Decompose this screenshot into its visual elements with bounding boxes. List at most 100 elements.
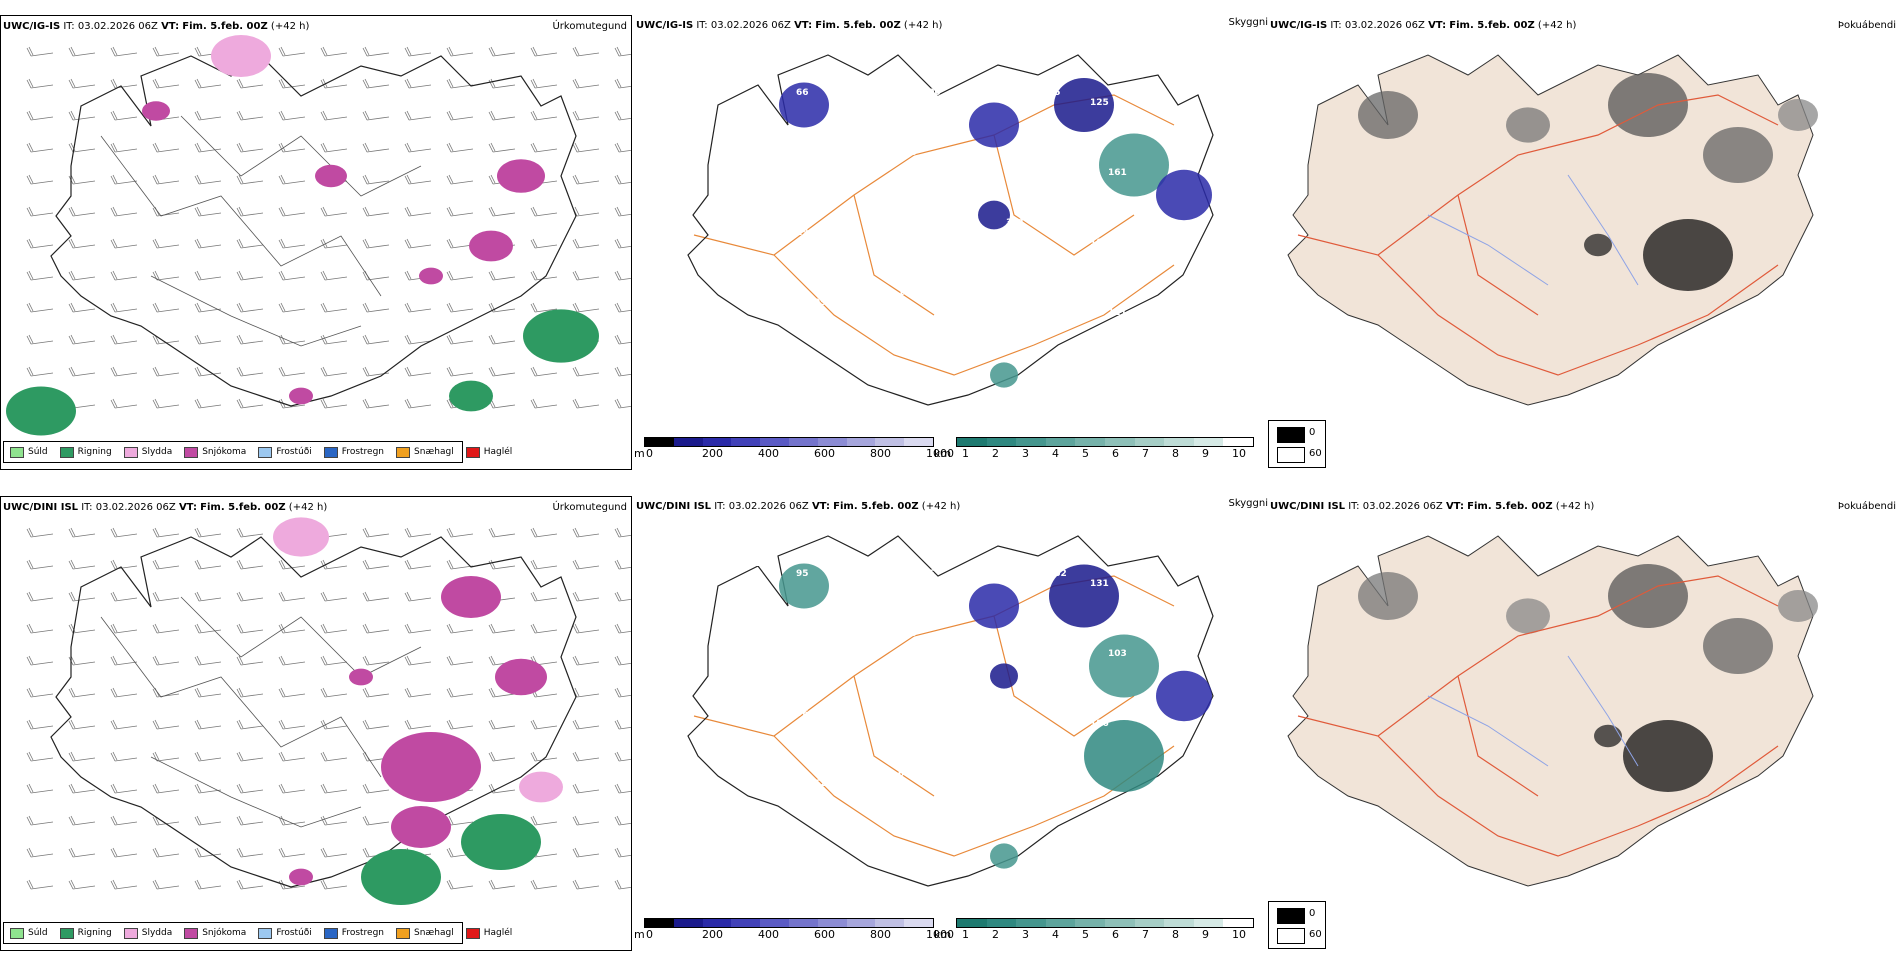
wind-barb [614,302,631,313]
precip-area [273,517,329,557]
visibility-value: 63 [964,98,977,108]
legend-label: Súld [28,928,48,938]
fog-legend: 0 60 [1268,901,1326,949]
visibility-value: 202 [814,158,833,168]
wind-barb [404,110,432,121]
legend-item-frostúði: Frostúði [258,446,312,458]
legend-swatch [258,927,273,939]
wind-barb [26,719,54,730]
visibility-value: 99 [814,298,827,308]
visibility-value: 123 [754,699,773,709]
wind-barb [194,238,222,249]
visibility-area [779,82,829,128]
wind-barb [362,174,390,185]
precip-area [211,35,271,77]
visibility-value: 12 [772,148,785,158]
wind-barb [68,559,96,570]
wind-barb [614,847,631,858]
colorbar-step [1045,438,1076,446]
visibility-value: 124 [754,559,773,569]
wind-barb [404,527,432,538]
wind-barb [26,270,54,281]
visibility-value: 121 [1108,308,1127,318]
visibility-value: 63 [982,168,995,178]
fog-area [1778,99,1818,131]
legend-swatch [10,927,24,939]
fog-legend-swatch-high [1277,928,1305,944]
precip-area [391,806,451,848]
visibility-value: 79 [838,98,851,108]
visibility-value: 62 [814,779,827,789]
colorbar-tick: 1000 [926,447,954,460]
wind-barb [110,623,138,634]
legend-swatch [184,446,199,458]
wind-barb [488,206,516,217]
fog-area [1608,73,1688,137]
lead-time: (+42 h) [921,501,961,512]
wind-barb [278,174,306,185]
colorbar-tick: 8 [1172,928,1179,941]
wind-barb [152,78,180,89]
wind-barb [446,815,474,826]
wind-barb [278,623,306,634]
legend-swatch [123,927,138,939]
wind-barb [362,687,390,698]
fog-area [1703,618,1773,674]
wind-barb [572,687,600,698]
wind-barb [530,879,558,890]
wind-barb [572,302,600,313]
colorbar-tick: 5 [1082,447,1089,460]
legend-label: Frostúði [276,447,312,457]
wind-barb [68,719,96,730]
wind-barb [530,751,558,762]
colorbar-tick: 1 [962,447,969,460]
wind-barb [404,655,432,666]
wind-barb [110,527,138,538]
fog-area [1594,724,1622,748]
wind-barbs [26,527,631,890]
vis-m-unit: m [634,928,645,941]
colorbar-tick: 9 [1202,928,1209,941]
wind-barb [446,142,474,153]
legend-item-rigning: Rigning [59,446,112,458]
wind-barb [572,623,600,634]
fog-indicator-panel: UWC/DINI ISL IT: 03.02.2026 06Z VT: Fim.… [1268,496,1900,951]
legend-label: Snæhagl [414,928,454,938]
legend-item-snæhagl: Snæhagl [396,927,454,939]
wind-barb [278,591,306,602]
precip-area [497,159,545,193]
colorbar-step [1075,438,1105,446]
wind-barb [152,783,180,794]
wind-barb [320,623,348,634]
wind-barb [152,527,180,538]
wind-barb [278,559,306,570]
legend-label: Slydda [141,928,173,938]
wind-barb [278,142,306,153]
wind-barb [572,174,600,185]
wind-barb [404,366,432,377]
visibility-value: 186 [1090,719,1109,729]
precip-area [519,771,563,803]
wind-barb [320,46,348,57]
wind-barb [320,334,348,345]
precip-area [523,309,599,363]
model-name: UWC/DINI ISL [3,502,79,513]
wind-barb [614,142,631,153]
precip-area [419,267,443,285]
visibility-value: 87 [772,629,785,639]
wind-barb [614,270,631,281]
issue-time: 03.02.2026 06Z [1362,501,1443,512]
valid-time: Fim. 5.feb. 00Z [833,501,919,512]
visibility-value: 107 [964,719,983,729]
visibility-value: 100 [898,629,917,639]
model-name: UWC/IG-IS [636,20,694,31]
fog-legend-low: 0 [1309,427,1316,438]
field-title: Þokuábendi [1837,20,1896,31]
colorbar-tick: 2 [992,928,999,941]
wind-barb [68,847,96,858]
wind-barb [614,815,631,826]
wind-barb [110,302,138,313]
wind-barb [194,751,222,762]
lead-time: (+42 h) [288,502,328,513]
wind-barb [26,559,54,570]
